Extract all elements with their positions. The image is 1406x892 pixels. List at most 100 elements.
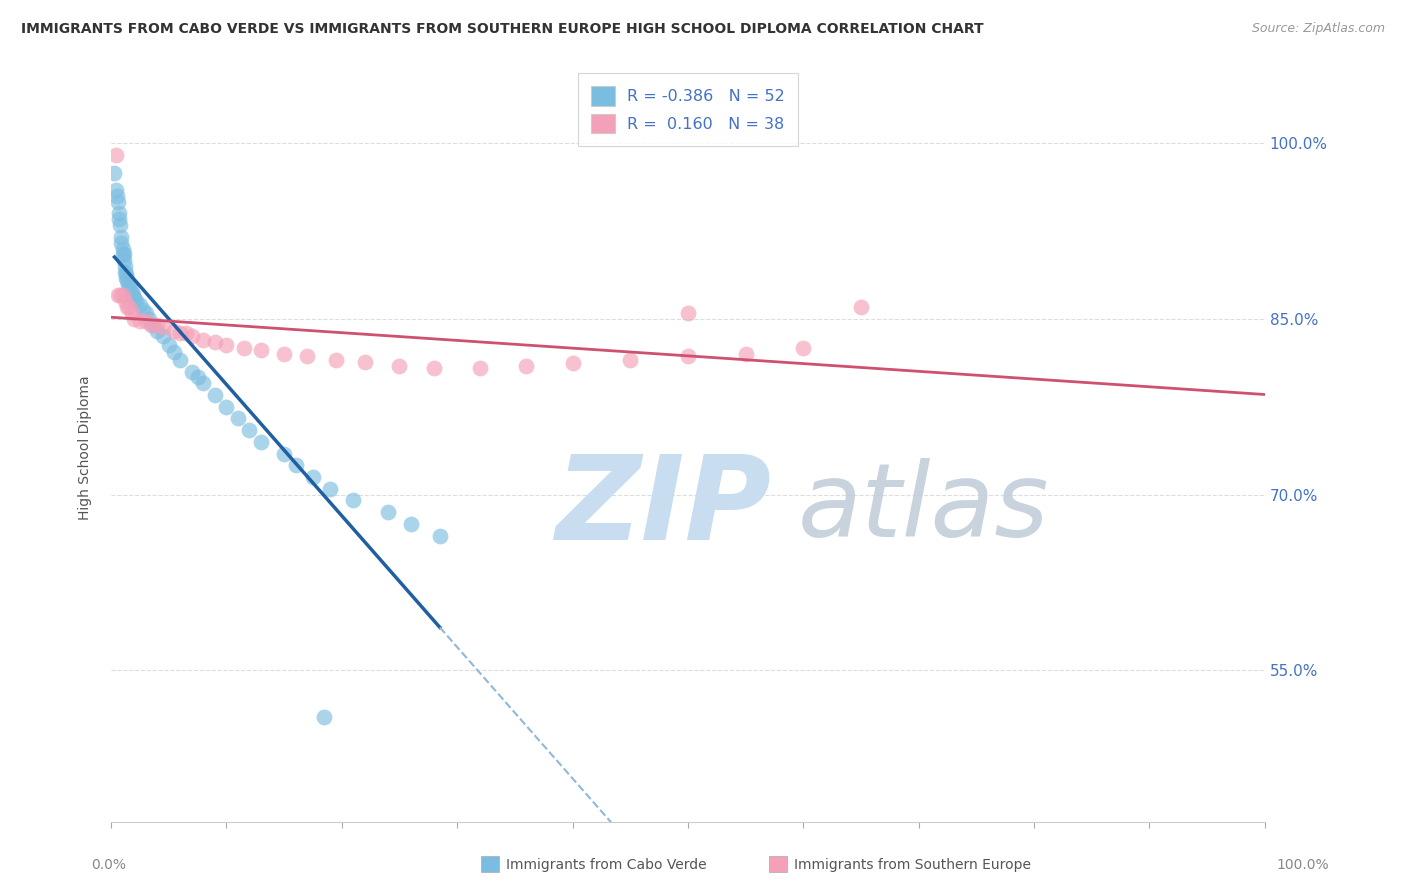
Point <box>792 341 814 355</box>
Point <box>142 318 165 332</box>
Point <box>238 423 260 437</box>
Point <box>250 343 273 358</box>
Point <box>128 314 150 328</box>
Point <box>734 347 756 361</box>
Point <box>226 411 249 425</box>
Y-axis label: High School Diploma: High School Diploma <box>79 376 93 520</box>
Point <box>115 273 138 287</box>
Point <box>152 320 174 334</box>
Point <box>114 294 136 309</box>
Point <box>319 482 342 496</box>
Point <box>115 271 138 285</box>
Point <box>250 434 273 449</box>
Point <box>115 268 138 282</box>
Point <box>118 300 141 314</box>
Point <box>108 206 131 220</box>
Point <box>110 235 132 250</box>
Point <box>193 376 215 391</box>
Point <box>399 516 422 531</box>
Point <box>232 341 254 355</box>
Point <box>849 300 872 314</box>
Point <box>314 710 336 724</box>
Point <box>676 306 699 320</box>
Point <box>342 493 364 508</box>
Point <box>128 298 150 312</box>
Point <box>112 247 135 261</box>
Point <box>152 329 174 343</box>
Point <box>302 470 325 484</box>
Point <box>284 458 307 473</box>
Point <box>204 335 226 350</box>
Point <box>215 337 238 351</box>
Point <box>111 247 134 261</box>
Point <box>125 294 148 309</box>
Point <box>157 337 180 351</box>
Text: Immigrants from Southern Europe: Immigrants from Southern Europe <box>794 858 1032 872</box>
Point <box>619 352 641 367</box>
Point <box>273 446 295 460</box>
Point <box>169 326 191 340</box>
Point <box>470 361 492 376</box>
Point <box>515 359 537 373</box>
Text: 100.0%: 100.0% <box>1277 858 1329 872</box>
Text: 0.0%: 0.0% <box>91 858 127 872</box>
Point <box>108 212 131 227</box>
Point <box>174 326 197 340</box>
Point <box>111 242 134 256</box>
Point <box>146 324 169 338</box>
Point <box>110 230 132 244</box>
Point <box>423 361 446 376</box>
Point <box>141 318 163 332</box>
Text: IMMIGRANTS FROM CABO VERDE VS IMMIGRANTS FROM SOUTHERN EUROPE HIGH SCHOOL DIPLOM: IMMIGRANTS FROM CABO VERDE VS IMMIGRANTS… <box>21 22 984 37</box>
Point <box>388 359 411 373</box>
Point <box>215 400 238 414</box>
Point <box>561 356 583 370</box>
Point <box>354 355 377 369</box>
Point <box>112 253 135 268</box>
Point <box>204 388 226 402</box>
Point <box>103 165 125 179</box>
Point <box>135 314 157 328</box>
Text: Immigrants from Cabo Verde: Immigrants from Cabo Verde <box>506 858 707 872</box>
Point <box>104 148 127 162</box>
Legend: R = -0.386   N = 52, R =  0.160   N = 38: R = -0.386 N = 52, R = 0.160 N = 38 <box>578 73 799 146</box>
Point <box>295 349 318 363</box>
Point <box>107 194 129 209</box>
Point <box>273 347 295 361</box>
Point <box>121 306 143 320</box>
Point <box>169 352 191 367</box>
Point <box>676 349 699 363</box>
Point <box>122 291 145 305</box>
Point <box>114 259 136 273</box>
Text: ZIP: ZIP <box>555 450 772 566</box>
Point <box>107 288 129 302</box>
Point <box>163 324 186 338</box>
Point <box>122 311 145 326</box>
Point <box>118 279 141 293</box>
Point <box>429 528 451 542</box>
Point <box>121 286 143 301</box>
Point <box>163 344 186 359</box>
Point <box>180 365 202 379</box>
Point <box>138 311 160 326</box>
Text: atlas: atlas <box>797 458 1049 558</box>
Point <box>377 505 399 519</box>
Point <box>117 277 139 291</box>
Point <box>111 288 134 302</box>
Point <box>135 306 157 320</box>
Point <box>104 183 127 197</box>
Point <box>105 189 128 203</box>
Point <box>146 318 169 332</box>
Point <box>180 329 202 343</box>
Point <box>193 333 215 347</box>
Point <box>110 218 132 232</box>
Point <box>132 302 155 317</box>
Point <box>110 288 132 302</box>
Point <box>114 265 136 279</box>
Point <box>120 283 142 297</box>
Point <box>187 370 209 384</box>
Text: Source: ZipAtlas.com: Source: ZipAtlas.com <box>1251 22 1385 36</box>
Point <box>325 352 347 367</box>
Point <box>122 288 145 302</box>
Point <box>115 300 138 314</box>
